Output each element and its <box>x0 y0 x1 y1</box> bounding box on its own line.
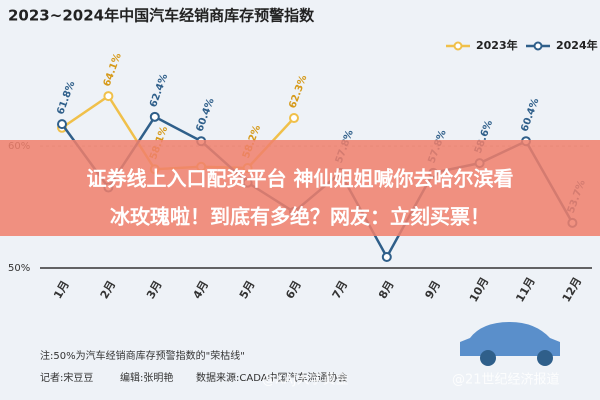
overlay-banner <box>0 140 600 236</box>
car-wheel <box>480 350 496 366</box>
note: 编辑:张明艳 <box>120 371 173 384</box>
data-point <box>149 111 160 122</box>
car-icon <box>460 322 560 356</box>
chart-title: 2023~2024年中国汽车经销商库存预警指数 <box>8 7 315 25</box>
note: 记者:宋豆豆 <box>40 371 93 384</box>
overlay-text: 冰玫瑰啦！到底有多绝？网友：立刻买票！ <box>110 205 490 229</box>
note: 数据来源:CADA中国汽车流通协会 <box>196 371 348 384</box>
car-wheel <box>537 350 553 366</box>
data-point <box>57 119 67 130</box>
legend-label: 2023年 <box>476 38 518 52</box>
legend-marker <box>533 41 543 51</box>
data-point <box>289 113 299 124</box>
overlay-text: 证券线上入口配资平台 神仙姐姐喊你去哈尔滨看 <box>87 167 514 191</box>
watermark: @21世纪经济报道 <box>452 373 560 388</box>
data-point <box>103 91 114 102</box>
y-tick-label: 50% <box>8 263 30 274</box>
legend-label: 2024年 <box>556 38 598 52</box>
legend-marker <box>453 41 463 51</box>
watermark: @XAJ大学黄金 <box>262 372 349 388</box>
note: 注:50%为汽车经销商库存预警指数的"荣枯线" <box>40 349 245 362</box>
data-point <box>381 252 392 263</box>
